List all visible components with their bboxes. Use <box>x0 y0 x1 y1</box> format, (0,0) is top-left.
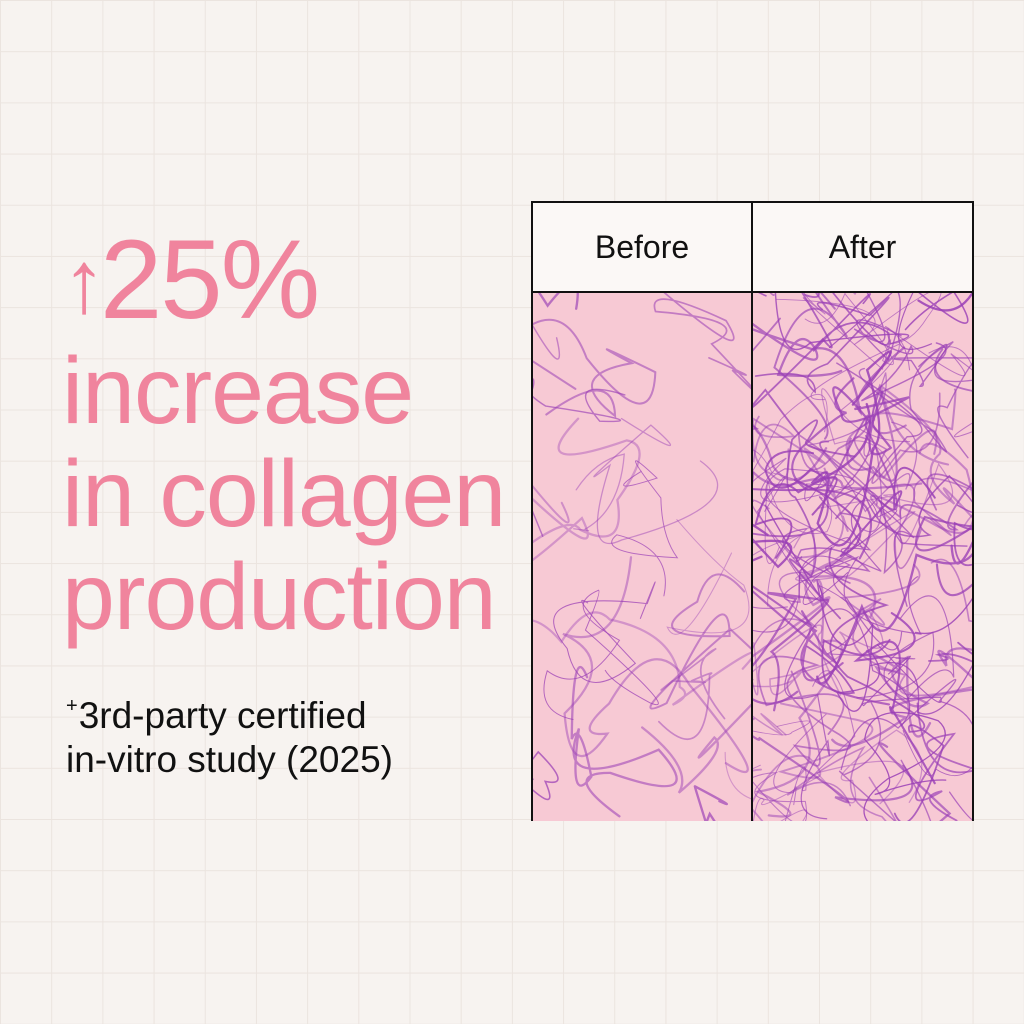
collagen-fiber <box>533 417 641 562</box>
collagen-fiber <box>878 742 952 821</box>
collagen-fiber <box>753 322 906 417</box>
collagen-fiber <box>754 296 890 394</box>
collagen-fiber <box>865 649 932 738</box>
collagen-fiber <box>649 573 751 710</box>
collagen-fiber <box>845 388 957 480</box>
collagen-fiber <box>893 343 972 388</box>
collagen-fiber <box>666 519 750 635</box>
collagen-fiber <box>533 324 561 360</box>
collagen-fiber <box>853 293 947 402</box>
collagen-fiber <box>533 485 570 524</box>
collagen-fiber <box>810 350 892 547</box>
collagen-fiber <box>773 670 856 794</box>
collagen-fiber <box>783 555 922 651</box>
collagen-fiber <box>753 293 833 435</box>
collagen-fiber <box>793 466 936 558</box>
before-label: Before <box>533 203 751 293</box>
collagen-fiber <box>757 655 852 767</box>
after-micrograph <box>753 293 972 821</box>
collagen-fiber <box>753 702 874 821</box>
collagen-fiber <box>753 417 849 559</box>
collagen-fiber <box>753 735 914 804</box>
before-after-comparison: Before After <box>531 201 974 821</box>
collagen-fiber <box>816 540 972 685</box>
footnote-line-1-text: 3rd-party certified <box>78 695 367 736</box>
collagen-fiber <box>838 702 932 821</box>
collagen-fiber <box>753 523 793 569</box>
collagen-fiber <box>611 460 679 597</box>
collagen-fiber <box>774 293 910 351</box>
collagen-fiber <box>593 417 719 545</box>
collagen-fiber <box>753 534 803 681</box>
collagen-fiber <box>754 476 838 559</box>
collagen-fiber <box>753 624 842 696</box>
collagen-fiber <box>817 388 954 545</box>
collagen-fiber <box>870 661 972 715</box>
collagen-fiber <box>641 703 751 794</box>
collagen-fiber <box>753 764 819 821</box>
collagen-fiber <box>904 293 969 331</box>
collagen-fiber <box>819 348 972 531</box>
collagen-fiber <box>930 558 972 622</box>
collagen-fiber <box>753 591 830 712</box>
collagen-fiber <box>533 750 559 801</box>
collagen-fiber <box>533 378 626 537</box>
collagen-fiber <box>753 457 865 549</box>
headline-stat-line: ↑25% <box>62 222 522 340</box>
collagen-fiber <box>753 499 818 650</box>
footnote-line-2: in-vitro study (2025) <box>66 739 393 780</box>
after-label: After <box>753 203 972 293</box>
collagen-fiber <box>533 318 657 419</box>
after-column: After <box>751 203 972 821</box>
collagen-fiber <box>802 293 894 371</box>
collagen-fiber <box>753 585 891 706</box>
stat-value: 25% <box>100 217 320 342</box>
collagen-fiber <box>786 745 897 821</box>
before-micrograph <box>533 293 751 821</box>
headline-line-3: in collagen <box>62 441 506 547</box>
collagen-fiber <box>863 711 947 821</box>
collagen-fiber <box>570 665 678 818</box>
headline: ↑25% increase in collagen production <box>62 222 522 649</box>
collagen-fiber <box>831 647 972 747</box>
footnote-line-1: +3rd-party certified <box>66 684 506 738</box>
collagen-fiber <box>753 610 884 736</box>
collagen-fiber <box>862 474 972 538</box>
collagen-fiber <box>543 589 659 720</box>
tissue-background <box>533 293 751 821</box>
collagen-fiber <box>784 608 911 820</box>
collagen-fiber <box>753 415 796 463</box>
headline-line-4: production <box>62 544 497 650</box>
collagen-fiber <box>879 383 972 519</box>
collagen-fiber <box>791 377 872 560</box>
collagen-fiber <box>653 293 751 390</box>
collagen-fiber <box>915 702 972 821</box>
collagen-fiber <box>562 556 749 774</box>
before-column: Before <box>533 203 751 821</box>
collagen-fiber <box>773 293 848 440</box>
footnote: +3rd-party certified in-vitro study (202… <box>66 684 506 782</box>
collagen-fiber <box>753 718 811 736</box>
collagen-fiber <box>806 638 891 695</box>
collagen-fiber <box>928 653 972 663</box>
collagen-fiber <box>797 417 878 506</box>
footnote-marker: + <box>66 695 78 717</box>
collagen-fiber <box>553 581 656 683</box>
collagen-fiber <box>753 393 833 564</box>
up-arrow-icon: ↑ <box>62 232 106 331</box>
headline-line-2: increase <box>62 338 414 444</box>
collagen-fiber <box>828 293 933 350</box>
collagen-fiber <box>915 515 972 597</box>
collagen-fiber <box>853 392 941 569</box>
collagen-fiber <box>657 647 726 741</box>
collagen-fiber <box>913 477 972 536</box>
collagen-fiber <box>693 785 728 821</box>
collagen-fiber <box>914 597 972 635</box>
collagen-fiber <box>533 611 751 706</box>
collagen-fiber <box>573 453 625 532</box>
